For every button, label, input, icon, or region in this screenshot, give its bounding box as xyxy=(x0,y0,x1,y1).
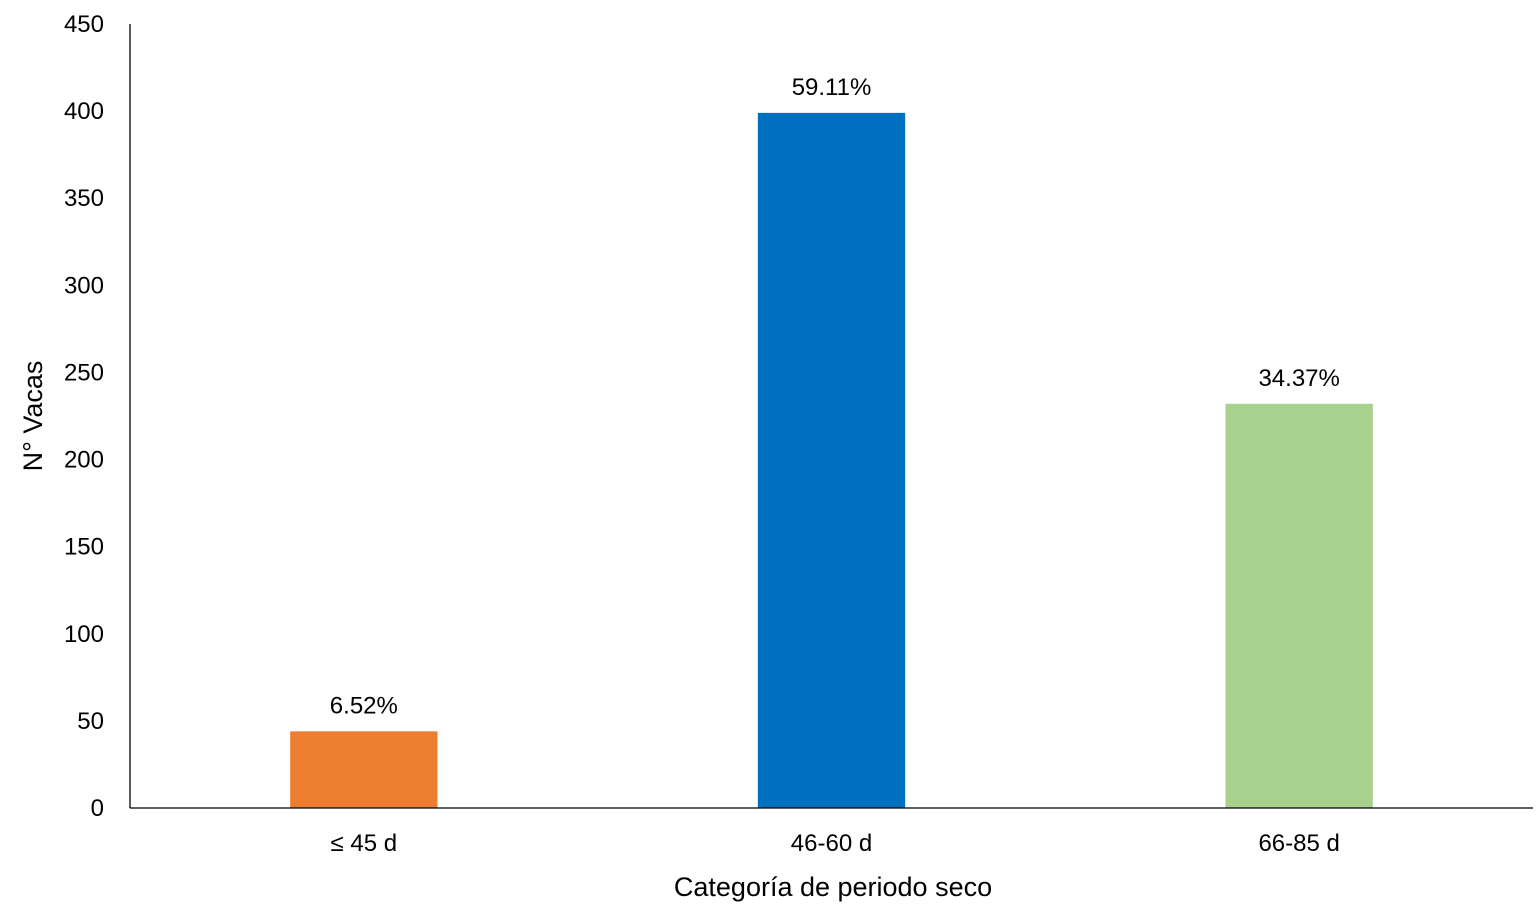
y-tick-label: 400 xyxy=(64,98,104,125)
data-labels: 6.52% 59.11% 34.37% xyxy=(330,74,1340,719)
y-tick-label: 200 xyxy=(64,447,104,474)
bar xyxy=(757,112,906,808)
bar xyxy=(1225,403,1373,808)
y-tick-label: 300 xyxy=(64,272,104,299)
y-tick-label: 50 xyxy=(77,708,104,735)
y-tick-label: 450 xyxy=(64,11,104,38)
y-axis-title: N° Vacas xyxy=(18,361,48,472)
bar-data-label: 6.52% xyxy=(330,692,398,719)
y-tick-label: 100 xyxy=(64,621,104,648)
y-tick-label: 350 xyxy=(64,185,104,212)
x-axis-title: Categoría de periodo seco xyxy=(674,872,992,902)
bar xyxy=(290,731,438,808)
y-axis-ticks: 0 50 100 150 200 250 300 350 400 450 xyxy=(64,11,104,822)
x-axis-ticks: ≤ 45 d 46-60 d 66-85 d xyxy=(331,830,1340,857)
bar-data-label: 59.11% xyxy=(792,74,872,101)
y-tick-label: 0 xyxy=(91,795,104,822)
x-tick-label: ≤ 45 d xyxy=(331,830,398,857)
y-tick-label: 250 xyxy=(64,359,104,386)
bars xyxy=(290,112,1373,808)
bar-data-label: 34.37% xyxy=(1258,365,1339,392)
x-tick-label: 46-60 d xyxy=(791,830,872,857)
x-tick-label: 66-85 d xyxy=(1258,830,1339,857)
y-tick-label: 150 xyxy=(64,534,104,561)
